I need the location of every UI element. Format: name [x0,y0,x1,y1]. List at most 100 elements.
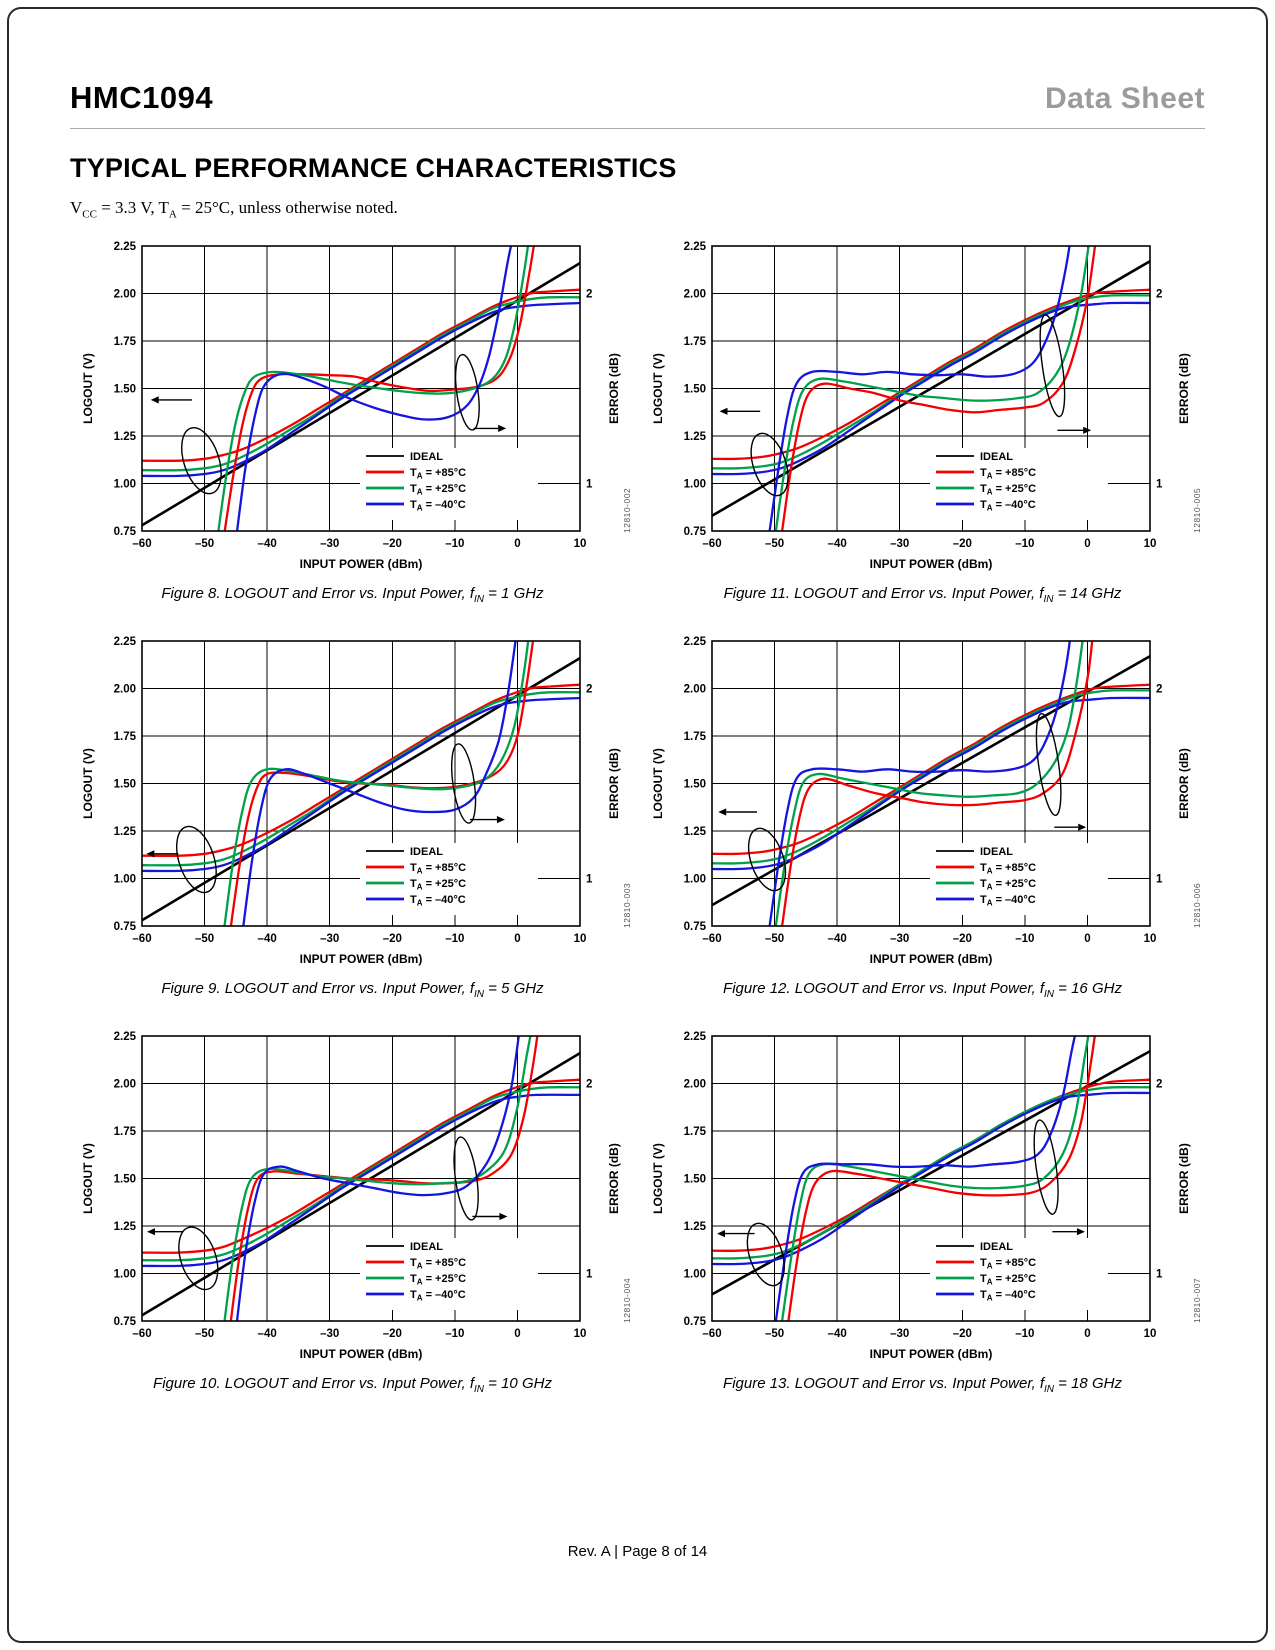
part-code: 12810-002 [622,488,632,533]
svg-text:1.25: 1.25 [684,431,707,443]
y-right-tick-labels: –3–2–10123 [586,99,599,1251]
series-logout-25c [712,689,1150,865]
series-logout-25c [712,1086,1150,1260]
chart-svg-figure-12: IDEAL TA = +85°C TA = +25°C TA = –40°C –60 –5… [651,494,1202,1646]
y-right-axis-title: ERROR (dB) [607,354,621,425]
chart-svg-figure-10: IDEAL TA = +85°C TA = +25°C TA = –40°C –60 –5… [81,889,632,1650]
svg-text:1.75: 1.75 [684,336,707,348]
svg-text:–10: –10 [1015,538,1034,550]
y-left-tick-labels: 0.75 1.00 1.25 1.50 1.75 2.00 2.25 [114,636,137,933]
caption-sub: IN [1044,1384,1054,1396]
legend-bg [360,448,538,521]
legend-label-t25: TA = +25°C [980,483,1036,497]
svg-text:0: 0 [514,933,520,945]
y-left-axis-title: LOGOUT (V) [651,1144,665,1215]
error-group-ellipse [1033,1119,1059,1216]
svg-text:1.00: 1.00 [684,874,706,886]
y-left-axis-title: LOGOUT (V) [81,1144,95,1215]
series-ideal [142,1052,580,1317]
svg-text:–10: –10 [1015,933,1034,945]
series-error-25c [774,641,1084,927]
svg-text:–20: –20 [953,933,972,945]
svg-text:2.00: 2.00 [114,289,136,301]
series-logout-40c [712,697,1150,871]
x-axis-title: INPUT POWER (dBm) [300,557,423,571]
chart-figure-11: IDEAL TA = +85°C TA = +25°C TA = –40°C –60 –5… [640,99,1205,1251]
svg-text:–40: –40 [828,1328,847,1340]
legend: IDEAL TA = +85°C TA = +25°C TA = –40°C [930,1238,1108,1311]
svg-text:2.25: 2.25 [114,241,137,253]
error-axis-arrow [472,1213,508,1221]
svg-text:–40: –40 [258,538,277,550]
legend: IDEAL TA = +85°C TA = +25°C TA = –40°C [360,843,538,916]
error-group-ellipse [454,354,480,432]
series-error-85c [223,246,536,532]
x-tick-labels: –60 –50 –40 –30 –20 –10 0 10 [702,538,1156,550]
legend: IDEAL TA = +85°C TA = +25°C TA = –40°C [930,843,1108,916]
series-logout-40c [712,302,1150,476]
svg-text:–10: –10 [445,538,464,550]
error-axis-arrow [473,425,507,433]
x-axis-title: INPUT POWER (dBm) [870,952,993,966]
legend-label-ideal: IDEAL [980,1241,1013,1253]
svg-text:0.75: 0.75 [114,921,137,933]
legend-label-t85: TA = +85°C [980,862,1036,876]
svg-text:1.50: 1.50 [114,1174,136,1186]
annotations [717,1119,1085,1287]
svg-text:–50: –50 [195,933,214,945]
series-error-25c [223,1036,532,1322]
svg-text:–60: –60 [132,1328,151,1340]
svg-text:10: 10 [574,1328,587,1340]
series-error-25c [223,641,530,927]
legend-label-t40: TA = –40°C [980,894,1036,908]
y-right-tick-labels: –3–2–10123 [1156,99,1169,1251]
doc-type-label: Data Sheet [1044,82,1205,115]
legend-label-t25: TA = +25°C [980,878,1036,892]
svg-text:1.75: 1.75 [684,731,707,743]
plot-border [141,640,581,928]
part-code: 12810-004 [622,1278,632,1323]
conditions-text: = 25°C, unless otherwise noted. [176,198,398,217]
series-error-40c [235,246,513,532]
svg-text:0.75: 0.75 [684,1316,707,1328]
series-error-25c [780,1036,1090,1322]
series-group [712,1036,1150,1322]
y-left-tick-labels: 0.75 1.00 1.25 1.50 1.75 2.00 2.25 [114,1031,137,1328]
series-logout-25c [142,296,580,472]
caption-text: = 16 GHz [1054,980,1122,998]
series-logout-85c [142,683,580,858]
conditions-text: = 3.3 V, T [96,198,169,217]
caption-text: Figure 8. LOGOUT and Error vs. Input Pow… [161,585,474,603]
svg-text:–50: –50 [195,1328,214,1340]
y-left-tick-labels: 0.75 1.00 1.25 1.50 1.75 2.00 2.25 [684,636,707,933]
svg-text:2: 2 [586,289,592,301]
svg-text:–50: –50 [195,538,214,550]
plot-border [141,1035,581,1323]
series-error-40c [235,1036,520,1322]
charts-grid: IDEAL TA = +85°C TA = +25°C TA = –40°C –60 –5… [70,99,1205,1650]
plot-border [141,245,581,533]
legend-label-ideal: IDEAL [980,846,1013,858]
conditions-sub-vcc: CC [82,208,97,221]
svg-text:–20: –20 [383,1328,402,1340]
logout-axis-arrow [146,850,179,858]
caption-text: = 14 GHz [1053,585,1122,603]
y-right-axis-title: ERROR (dB) [1177,1144,1191,1215]
legend-label-t40: TA = –40°C [410,1289,466,1303]
series-error-40c [768,641,1071,927]
chart-figure-13: IDEAL TA = +85°C TA = +25°C TA = –40°C –60 –5… [640,889,1205,1650]
series-group [142,1036,580,1322]
legend-label-t25: TA = +25°C [410,483,466,497]
caption-text: Figure 10. LOGOUT and Error vs. Input Po… [153,1375,474,1393]
figure-8-caption: Figure 8. LOGOUT and Error vs. Input Pow… [70,585,635,605]
series-logout-85c [142,1078,580,1255]
x-tick-labels: –60 –50 –40 –30 –20 –10 0 10 [132,933,586,945]
svg-text:2.25: 2.25 [114,1031,137,1043]
caption-sub: IN [1043,594,1054,606]
chart-svg-figure-8: IDEAL TA = +85°C TA = +25°C TA = –40°C –60 –5… [81,99,632,1251]
svg-text:–30: –30 [890,538,909,550]
legend-label-t85: TA = +85°C [410,862,466,876]
series-error-85c [780,641,1094,927]
logout-group-ellipse [750,433,789,497]
series-error-25c [774,246,1090,532]
